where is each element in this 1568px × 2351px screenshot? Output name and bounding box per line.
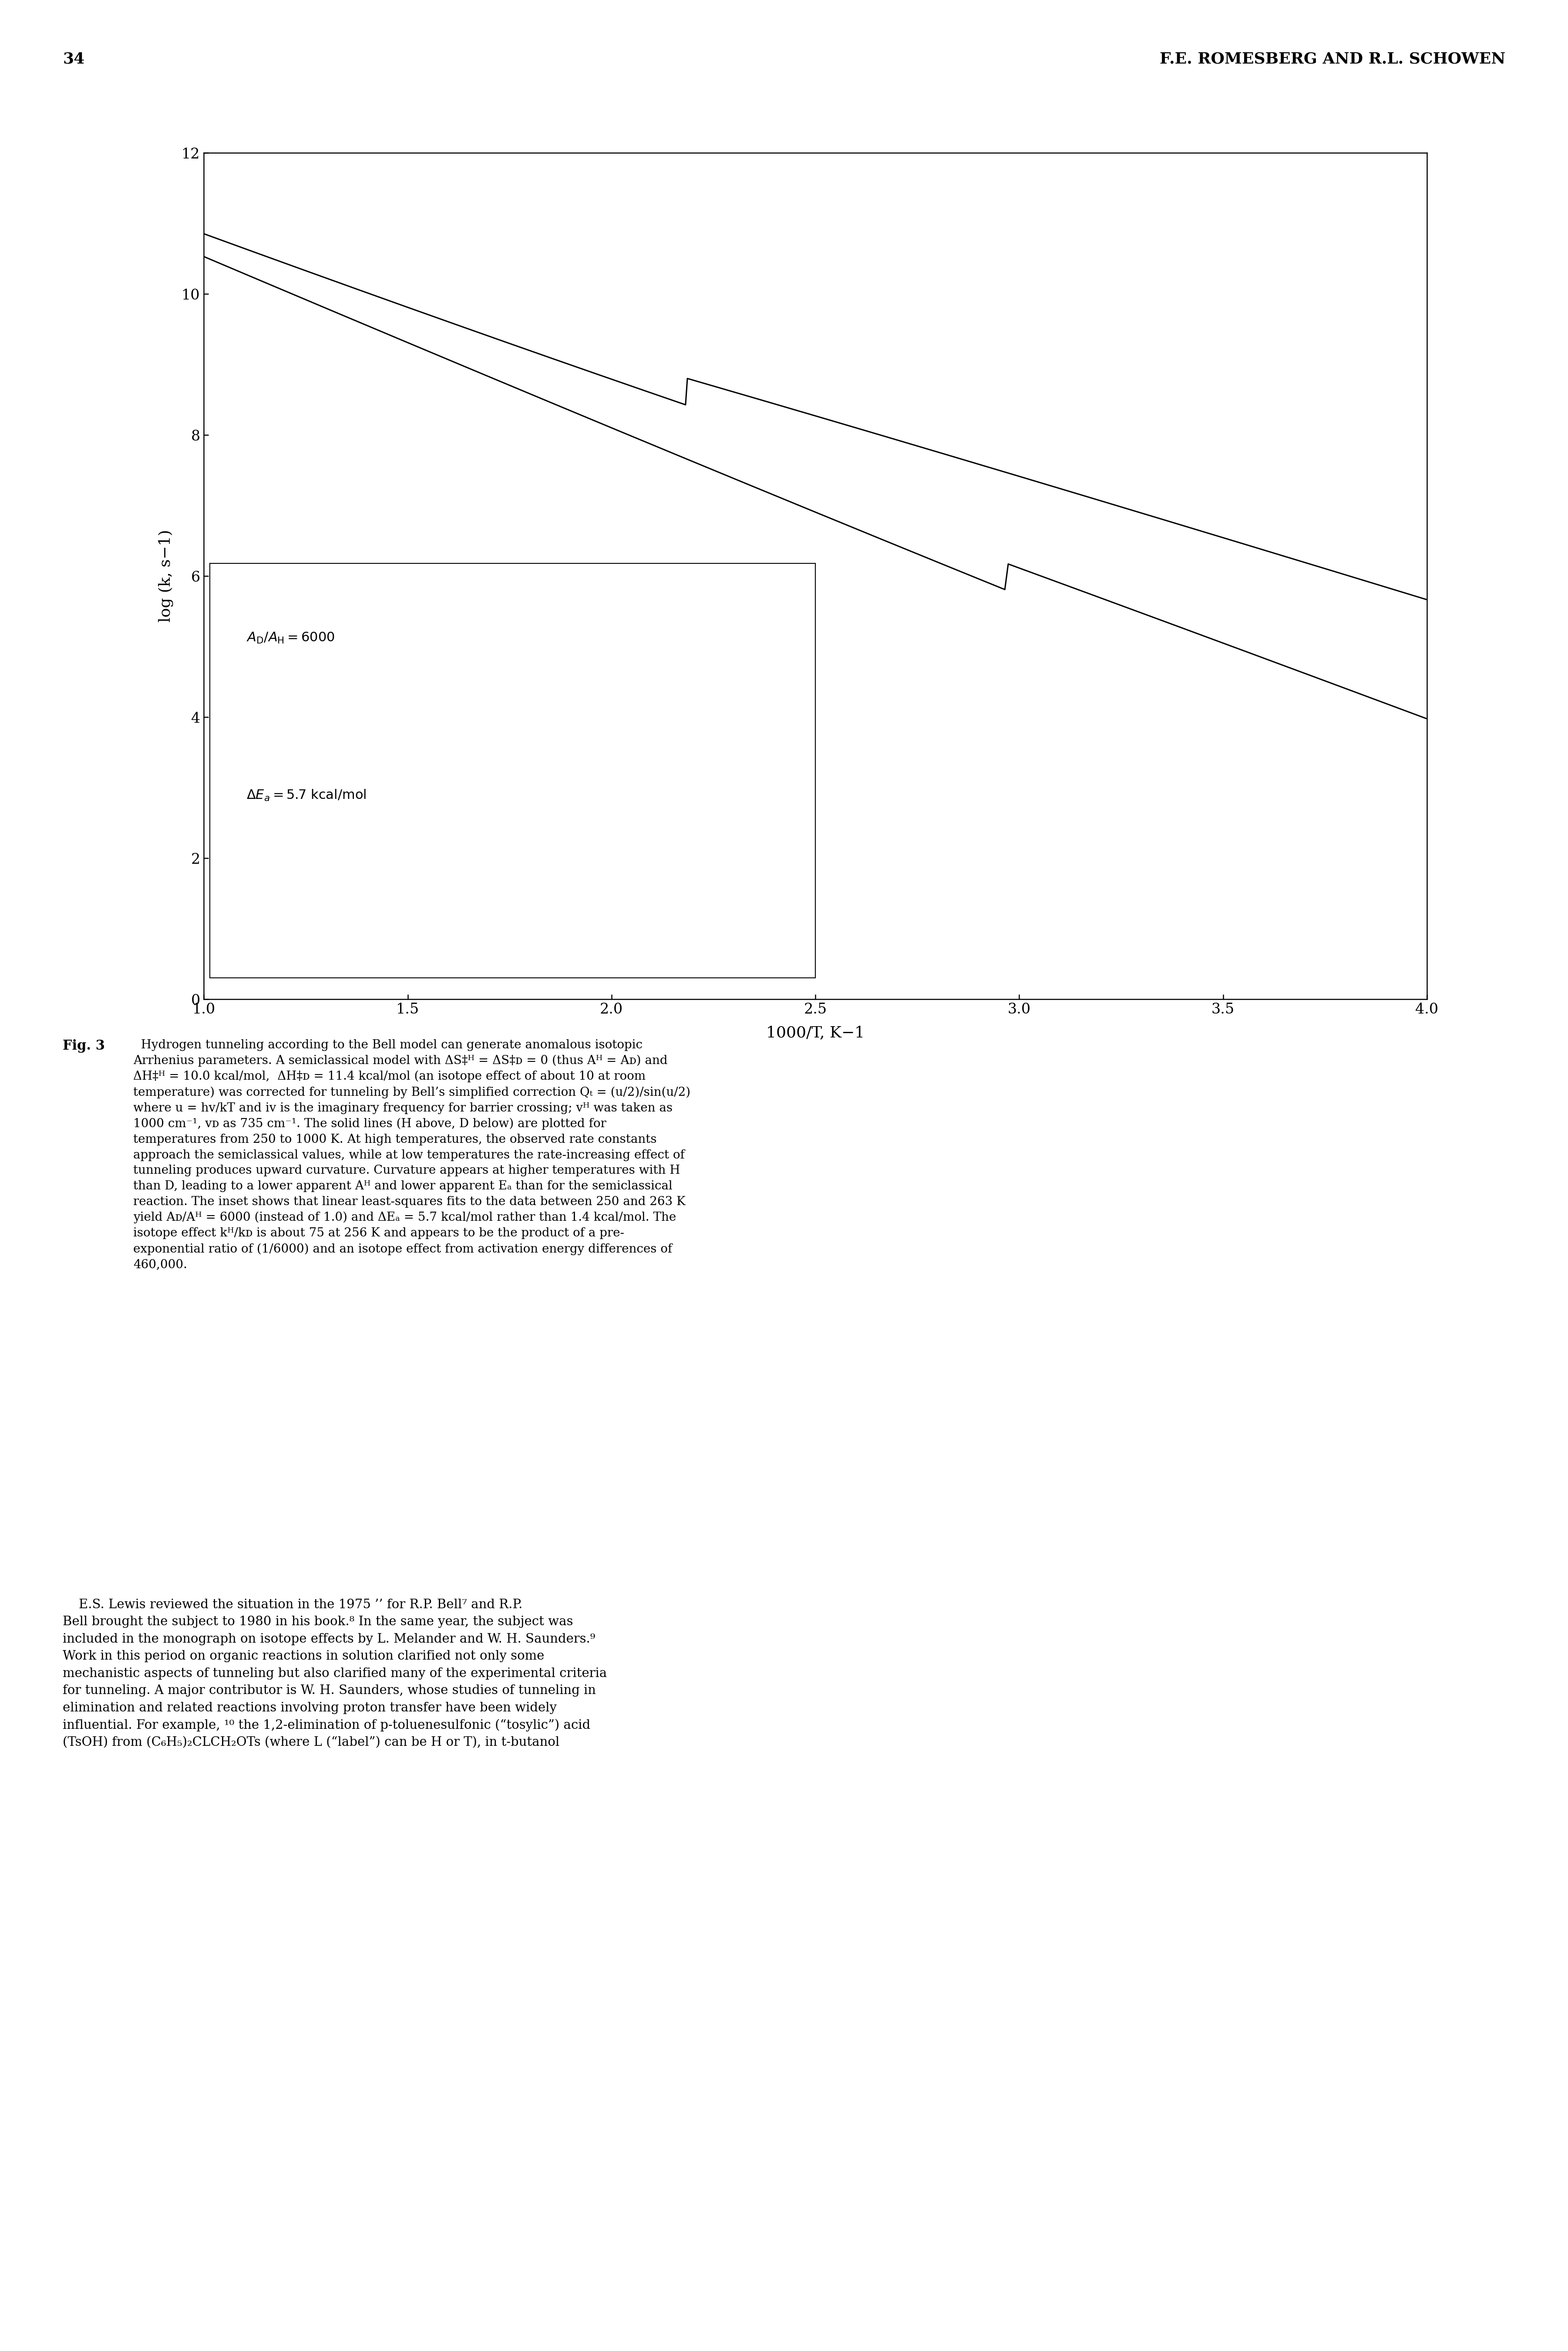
Text: Fig. 3: Fig. 3 xyxy=(63,1039,105,1053)
Text: F.E. ROMESBERG AND R.L. SCHOWEN: F.E. ROMESBERG AND R.L. SCHOWEN xyxy=(1159,52,1505,66)
Text: E.S. Lewis reviewed the situation in the 1975 ’’ for R.P. Bell⁷ and R.P.
Bell br: E.S. Lewis reviewed the situation in the… xyxy=(63,1599,607,1749)
Y-axis label: log (k, s−1): log (k, s−1) xyxy=(158,529,172,623)
X-axis label: 1000/T, K−1: 1000/T, K−1 xyxy=(767,1025,864,1039)
Text: Hydrogen tunneling according to the Bell model can generate anomalous isotopic
A: Hydrogen tunneling according to the Bell… xyxy=(133,1039,690,1270)
Text: 34: 34 xyxy=(63,52,85,66)
